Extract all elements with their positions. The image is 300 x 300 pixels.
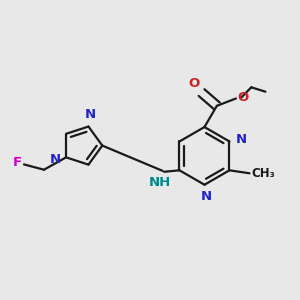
- Text: N: N: [200, 190, 211, 203]
- Text: O: O: [238, 92, 249, 104]
- Text: N: N: [236, 134, 247, 146]
- Text: F: F: [13, 156, 22, 170]
- Text: N: N: [50, 153, 61, 166]
- Text: CH₃: CH₃: [251, 167, 275, 180]
- Text: N: N: [84, 108, 95, 121]
- Text: NH: NH: [148, 176, 171, 189]
- Text: O: O: [188, 77, 199, 90]
